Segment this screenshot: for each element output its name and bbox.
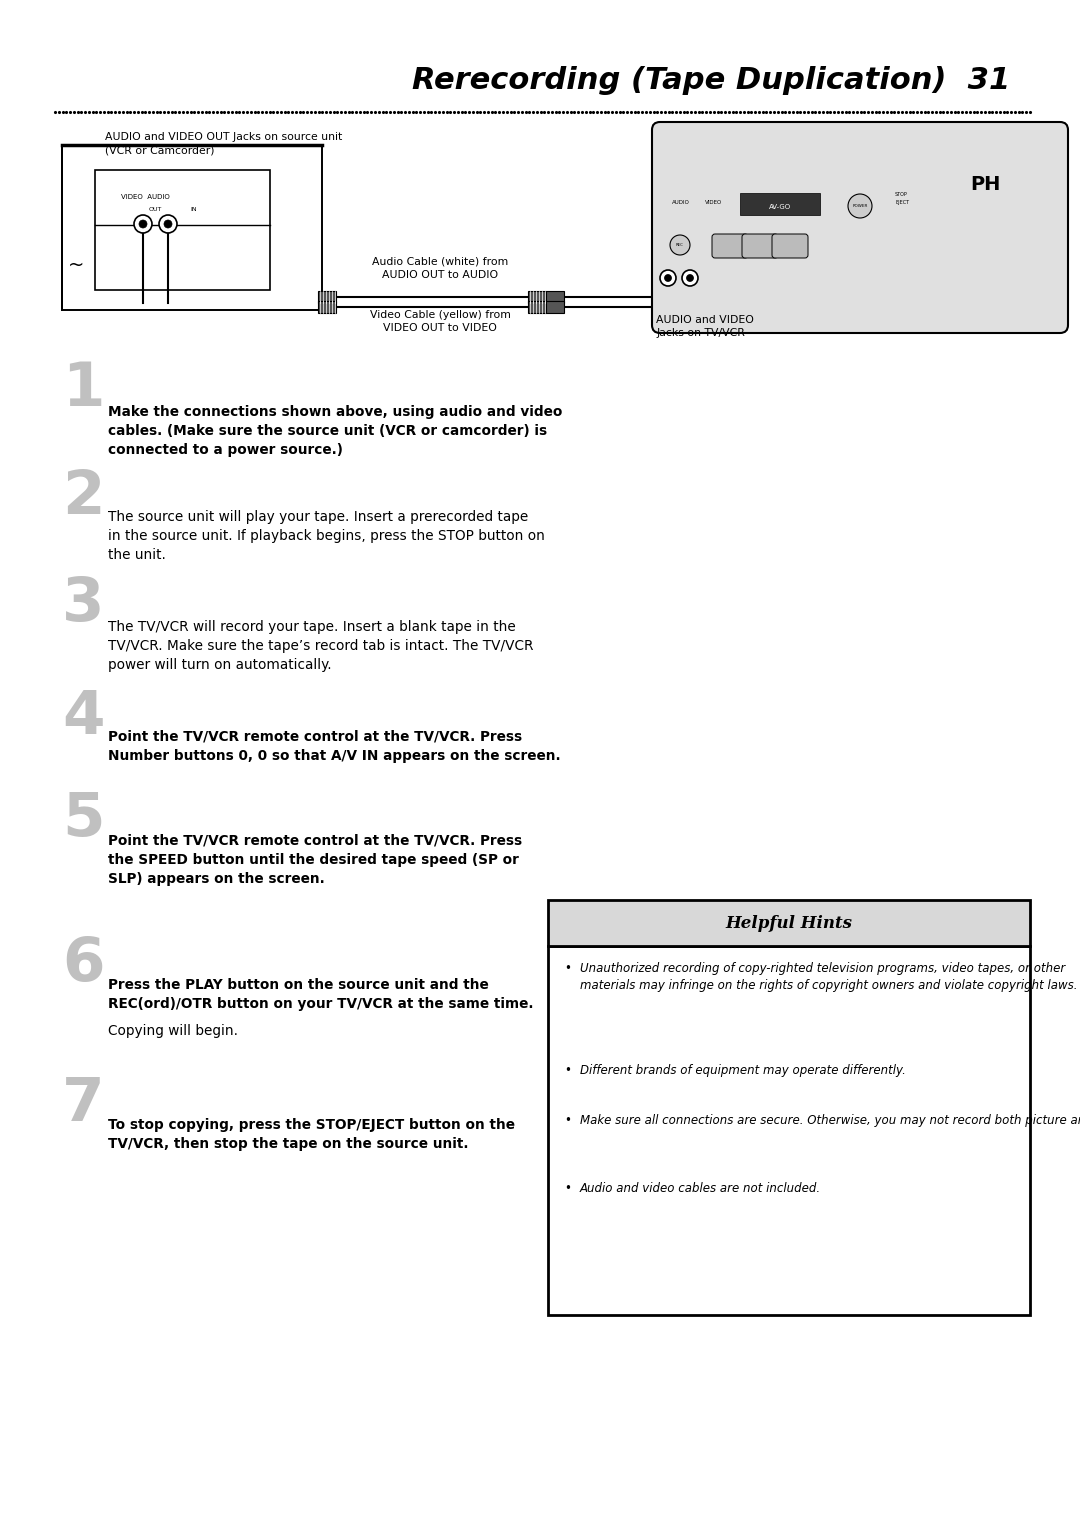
Text: AUDIO and VIDEO
Jacks on TV/VCR: AUDIO and VIDEO Jacks on TV/VCR xyxy=(656,315,754,338)
Circle shape xyxy=(664,275,672,281)
Bar xyxy=(95,170,270,290)
Text: Unauthorized recording of copy-righted television programs, video tapes, or othe: Unauthorized recording of copy-righted t… xyxy=(580,963,1078,992)
Text: The TV/VCR will record your tape. Insert a blank tape in the
TV/VCR. Make sure t: The TV/VCR will record your tape. Insert… xyxy=(108,620,534,672)
Text: REC: REC xyxy=(676,243,684,248)
Text: Helpful Hints: Helpful Hints xyxy=(726,914,852,932)
FancyBboxPatch shape xyxy=(742,234,778,258)
Text: •: • xyxy=(564,1063,571,1077)
Bar xyxy=(548,900,1030,946)
Bar xyxy=(318,301,336,313)
Text: 4: 4 xyxy=(62,688,105,747)
Text: Point the TV/VCR remote control at the TV/VCR. Press
the SPEED button until the : Point the TV/VCR remote control at the T… xyxy=(108,834,522,886)
Circle shape xyxy=(159,215,177,232)
Text: POWER: POWER xyxy=(852,205,867,208)
Circle shape xyxy=(687,275,693,281)
Text: •: • xyxy=(564,1183,571,1195)
Text: IN: IN xyxy=(190,206,197,212)
Circle shape xyxy=(139,220,147,228)
Text: VIDEO  AUDIO: VIDEO AUDIO xyxy=(121,194,170,200)
Text: Audio and video cables are not included.: Audio and video cables are not included. xyxy=(580,1183,821,1195)
Text: OUT: OUT xyxy=(148,206,162,212)
Text: Video Cable (yellow) from
VIDEO OUT to VIDEO: Video Cable (yellow) from VIDEO OUT to V… xyxy=(369,310,511,333)
Circle shape xyxy=(670,235,690,255)
Circle shape xyxy=(681,270,698,286)
Bar xyxy=(318,290,336,303)
Text: 6: 6 xyxy=(62,935,105,995)
FancyBboxPatch shape xyxy=(772,234,808,258)
Text: Make sure all connections are secure. Otherwise, you may not record both picture: Make sure all connections are secure. Ot… xyxy=(580,1114,1080,1128)
Text: Different brands of equipment may operate differently.: Different brands of equipment may operat… xyxy=(580,1063,906,1077)
Text: ~: ~ xyxy=(68,255,84,275)
Circle shape xyxy=(660,270,676,286)
Circle shape xyxy=(134,215,152,232)
Text: The source unit will play your tape. Insert a prerecorded tape
in the source uni: The source unit will play your tape. Ins… xyxy=(108,510,545,562)
Bar xyxy=(546,301,564,313)
Text: 2: 2 xyxy=(62,468,105,527)
Text: AV-GO: AV-GO xyxy=(769,205,791,209)
Bar xyxy=(528,301,546,313)
Text: Press the PLAY button on the source unit and the
REC(ord)/OTR button on your TV/: Press the PLAY button on the source unit… xyxy=(108,978,534,1012)
Bar xyxy=(528,290,546,303)
Text: AUDIO and VIDEO OUT Jacks on source unit
(VCR or Camcorder): AUDIO and VIDEO OUT Jacks on source unit… xyxy=(105,131,342,156)
Bar xyxy=(546,290,564,303)
Text: Point the TV/VCR remote control at the TV/VCR. Press
Number buttons 0, 0 so that: Point the TV/VCR remote control at the T… xyxy=(108,730,561,762)
Text: •: • xyxy=(564,1114,571,1128)
Text: 5: 5 xyxy=(62,790,105,850)
Text: •: • xyxy=(564,963,571,975)
Text: 7: 7 xyxy=(62,1076,105,1134)
Text: VIDEO: VIDEO xyxy=(705,200,723,205)
Text: 1: 1 xyxy=(62,361,105,419)
Text: 3: 3 xyxy=(62,575,105,634)
Bar xyxy=(62,145,322,310)
FancyBboxPatch shape xyxy=(652,122,1068,333)
Text: Rerecording (Tape Duplication)  31: Rerecording (Tape Duplication) 31 xyxy=(411,66,1010,95)
FancyBboxPatch shape xyxy=(712,234,748,258)
Text: Audio Cable (white) from
AUDIO OUT to AUDIO: Audio Cable (white) from AUDIO OUT to AU… xyxy=(372,257,508,280)
Text: Make the connections shown above, using audio and video
cables. (Make sure the s: Make the connections shown above, using … xyxy=(108,405,563,457)
Text: Copying will begin.: Copying will begin. xyxy=(108,1024,238,1038)
Bar xyxy=(740,193,820,215)
Text: PH: PH xyxy=(970,176,1000,194)
Bar xyxy=(548,946,1030,1316)
Circle shape xyxy=(848,194,872,219)
Text: STOP: STOP xyxy=(895,193,908,197)
Text: To stop copying, press the STOP/EJECT button on the
TV/VCR, then stop the tape o: To stop copying, press the STOP/EJECT bu… xyxy=(108,1118,515,1151)
Circle shape xyxy=(164,220,172,228)
Text: EJECT: EJECT xyxy=(895,200,909,205)
Text: AUDIO: AUDIO xyxy=(672,200,690,205)
